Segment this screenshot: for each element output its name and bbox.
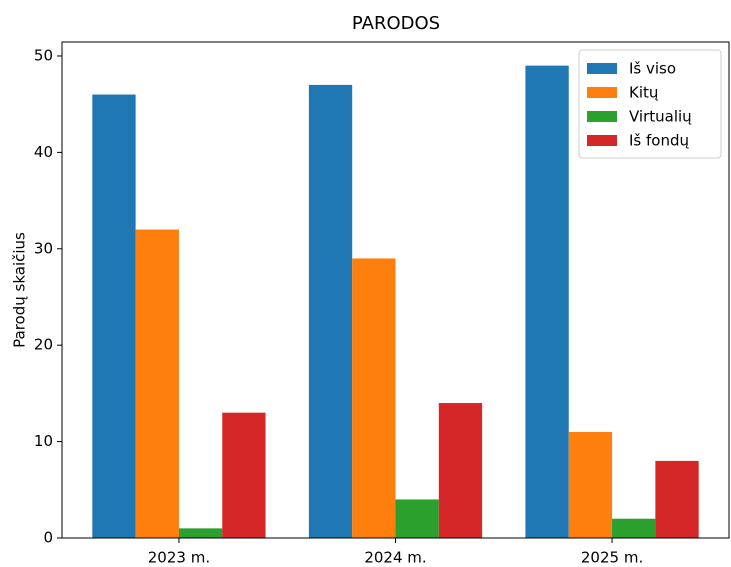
legend-frame [578, 49, 722, 159]
legend-swatch [587, 111, 617, 122]
y-axis-label: Parodų skaičius [11, 232, 29, 348]
legend: Iš viso Kitų Virtualių Iš fondų [578, 49, 722, 159]
bar [92, 94, 136, 538]
bar [438, 403, 483, 538]
legend-swatch [587, 135, 617, 146]
y-tick-label: 0 [43, 529, 53, 547]
legend-label: Kitų [629, 84, 659, 102]
x-tick-label: 2025 m. [581, 549, 643, 567]
y-tick-label: 20 [34, 336, 53, 354]
bar [525, 65, 569, 538]
legend-swatch [587, 87, 617, 98]
x-tick-label: 2023 m. [148, 549, 210, 567]
legend-label: Iš viso [629, 60, 676, 78]
x-tick-label: 2024 m. [364, 549, 426, 567]
bar [308, 84, 353, 538]
plot-frame [61, 41, 730, 539]
legend-label: Iš fondų [629, 132, 689, 150]
y-tick-label: 10 [34, 432, 53, 450]
y-tick-label: 40 [34, 143, 53, 161]
chart-title: PARODOS [352, 13, 440, 34]
bar [395, 499, 439, 538]
bar [352, 258, 396, 538]
bar [655, 460, 699, 538]
bar [178, 528, 223, 538]
y-tick-label: 30 [34, 239, 53, 257]
legend-label: Virtualių [629, 108, 692, 126]
y-tick-label: 50 [34, 46, 53, 64]
bar [222, 412, 266, 538]
bar [612, 518, 656, 538]
legend-swatch [587, 63, 617, 74]
bar [568, 431, 613, 538]
bar [135, 229, 179, 538]
